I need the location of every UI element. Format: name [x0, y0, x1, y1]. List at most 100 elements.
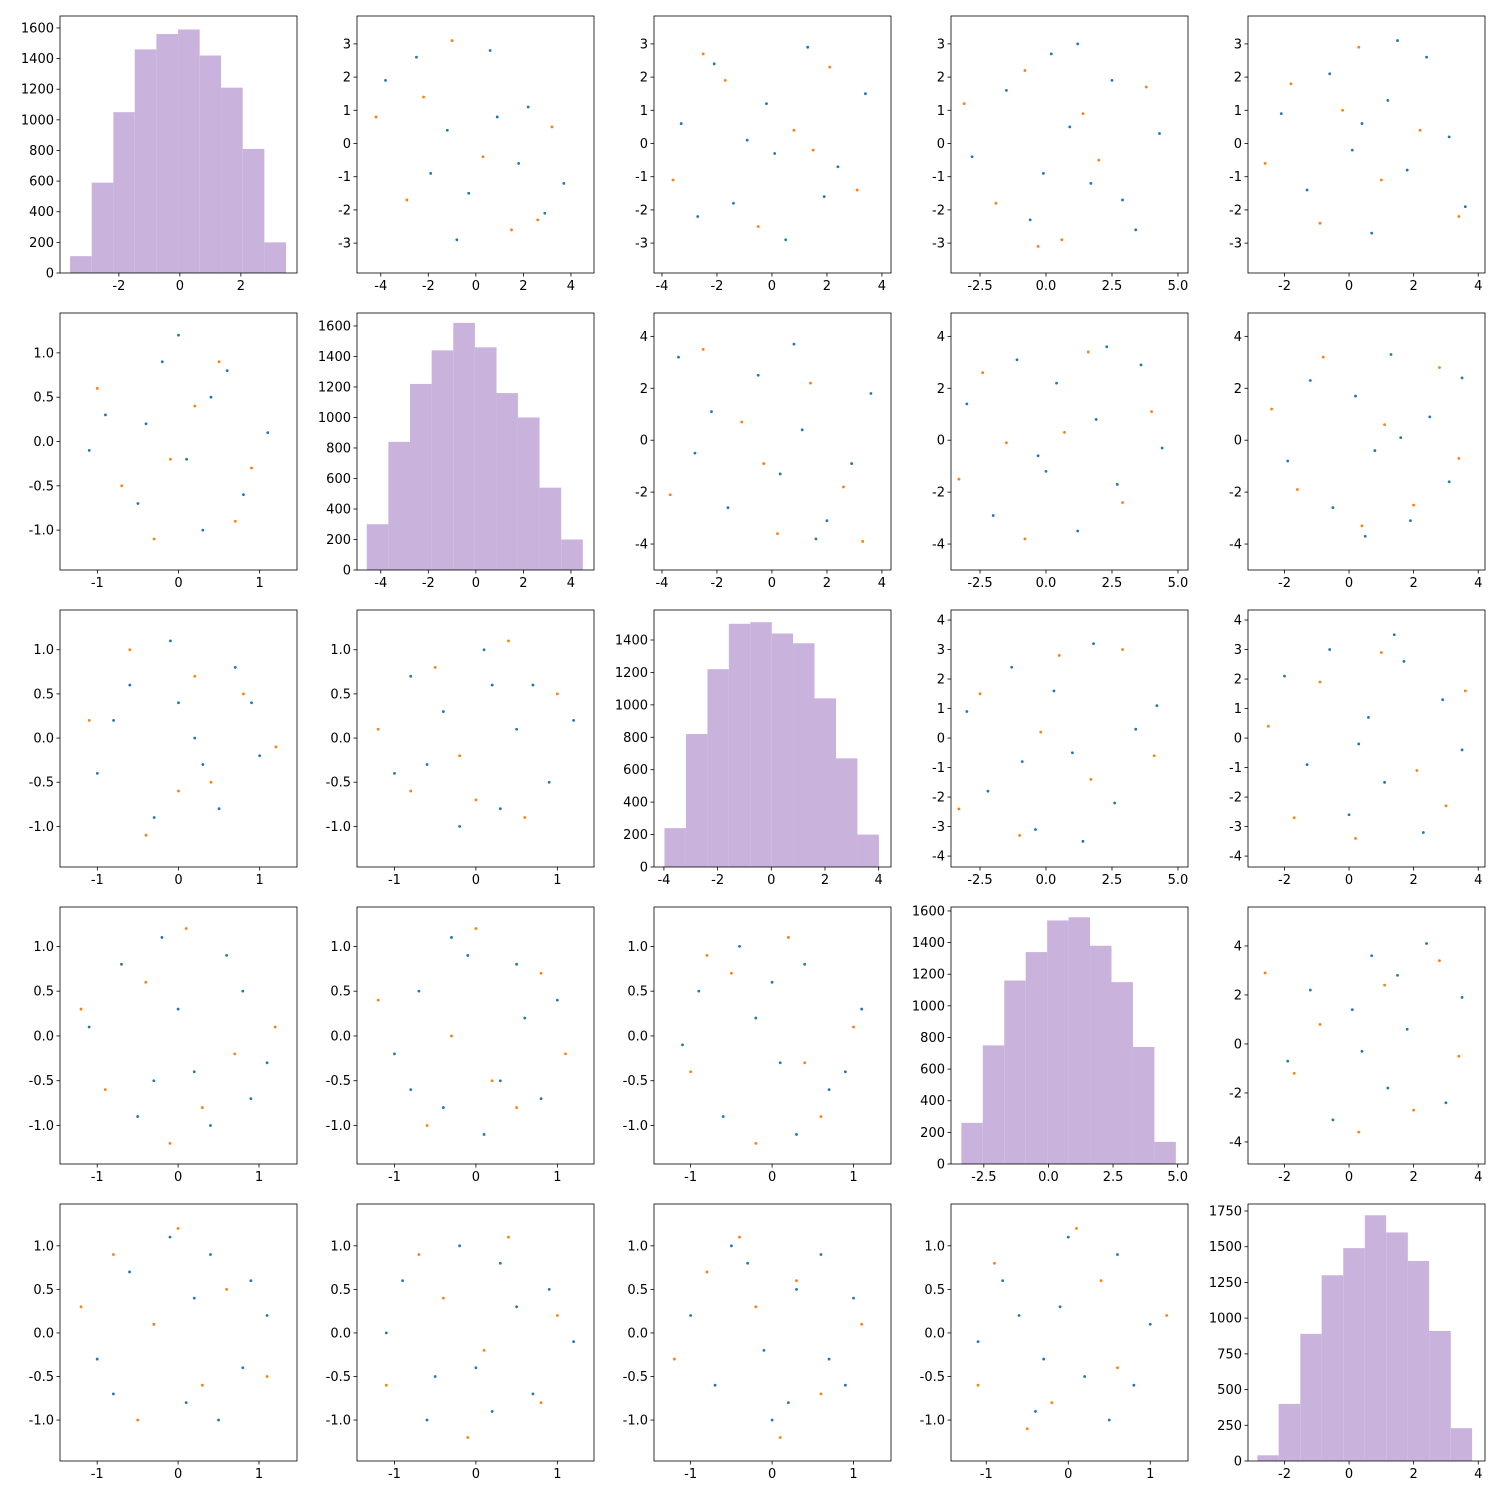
- histogram-bar: [156, 34, 179, 273]
- scatter-point: [827, 1357, 831, 1361]
- axes-frame: [59, 609, 298, 868]
- x-tick-label: 2: [1410, 873, 1418, 888]
- x-tick-label: 2: [1410, 1170, 1418, 1185]
- scatter-point: [1017, 1314, 1021, 1317]
- scatter-point: [425, 1418, 429, 1422]
- scatter-point: [1425, 942, 1428, 945]
- scatter-point: [1305, 188, 1309, 192]
- scatter-point: [209, 1253, 212, 1256]
- scatter-point: [1318, 680, 1322, 684]
- scatter-point: [1402, 659, 1406, 663]
- scatter-point: [842, 485, 845, 489]
- scatter-point: [1165, 1314, 1169, 1317]
- scatter-point: [713, 1383, 717, 1387]
- x-tick-label: -1: [91, 1467, 104, 1482]
- scatter-point: [1357, 742, 1361, 746]
- scatter-point: [1042, 1357, 1046, 1361]
- x-tick-label: 2: [823, 279, 831, 294]
- y-tick-label: 0: [937, 434, 945, 449]
- scatter-point: [746, 1261, 750, 1265]
- y-tick-label: 1750: [1209, 1205, 1242, 1220]
- scatter-point: [1463, 205, 1467, 208]
- scatter-point: [1415, 769, 1419, 772]
- y-tick-label: 1200: [318, 380, 351, 395]
- x-tick-label: -2: [422, 279, 435, 294]
- y-tick-label: 0.0: [330, 1029, 351, 1044]
- scatter-point: [795, 1287, 798, 1291]
- scatter-point: [531, 683, 535, 687]
- y-tick-label: -4: [1229, 538, 1242, 553]
- scatter-point: [689, 1070, 693, 1074]
- scatter-point: [1389, 353, 1393, 356]
- scatter-point: [1370, 231, 1374, 235]
- scatter-point: [819, 1253, 823, 1256]
- x-tick-label: 2: [1410, 1467, 1418, 1482]
- scatter-point: [1289, 82, 1293, 86]
- y-tick-label: 1: [1234, 702, 1242, 717]
- plot-area: [366, 322, 583, 570]
- scatter-point: [723, 79, 727, 82]
- scatter-point: [498, 807, 502, 811]
- axes-frame: [356, 15, 595, 274]
- x-tick-label: -2: [710, 576, 723, 591]
- scatter-point: [1292, 1071, 1296, 1075]
- scatter-point: [756, 225, 760, 228]
- x-tick-label: -2.5: [967, 279, 992, 294]
- y-tick-label: 2: [640, 382, 648, 397]
- y-tick-label: 2: [640, 71, 648, 86]
- y-tick-label: 2: [1234, 382, 1242, 397]
- scatter-point: [507, 639, 510, 643]
- x-tick-label: 2.5: [1102, 873, 1123, 888]
- y-tick-label: 1.0: [330, 1239, 351, 1254]
- scatter-point: [111, 1253, 115, 1256]
- scatter-point: [721, 1115, 725, 1118]
- y-tick-label: -4: [932, 850, 945, 865]
- histogram-bar: [664, 828, 686, 867]
- x-tick-label: 0: [1345, 1467, 1353, 1482]
- x-tick-label: 2: [1410, 279, 1418, 294]
- x-tick-label: 2: [519, 279, 527, 294]
- x-tick-label: 4: [567, 576, 575, 591]
- y-tick-label: 4: [640, 330, 648, 345]
- scatter-point: [185, 457, 189, 461]
- y-tick-label: 1.0: [33, 346, 54, 361]
- scatter-point: [193, 404, 197, 408]
- scatter-point: [792, 342, 796, 346]
- scatter-point: [450, 39, 454, 42]
- scatter-point: [1447, 480, 1451, 484]
- axes-frame: [59, 1203, 298, 1462]
- scatter-point: [778, 472, 782, 476]
- plot-area: [87, 333, 270, 541]
- histogram-bar: [474, 347, 497, 570]
- scatter-point: [1023, 69, 1027, 72]
- axes-frame: [950, 609, 1189, 868]
- histogram-bar: [1047, 920, 1069, 1164]
- scatter-point: [1015, 358, 1019, 362]
- scatter-point: [1386, 1086, 1390, 1090]
- scatter-point: [1036, 245, 1040, 248]
- panel: -1 0 1 -1.0 -0.5 0.0 0.5 1.0: [623, 1203, 892, 1482]
- x-tick-label: -1: [91, 873, 104, 888]
- scatter-point: [515, 1106, 519, 1109]
- scatter-point: [710, 410, 713, 414]
- scatter-point: [547, 1287, 551, 1291]
- histogram-bar: [1364, 1215, 1387, 1461]
- y-tick-label: -1.0: [29, 524, 54, 539]
- scatter-point: [1020, 760, 1024, 764]
- x-tick-label: -2.5: [967, 873, 992, 888]
- y-tick-label: -1: [1229, 761, 1242, 776]
- y-tick-label: 1600: [912, 904, 945, 919]
- y-tick-label: 0.5: [627, 1283, 648, 1298]
- scatter-point: [1005, 88, 1008, 92]
- scatter-point: [1068, 125, 1072, 129]
- y-tick-label: 0.0: [330, 1326, 351, 1341]
- scatter-point: [1428, 415, 1432, 419]
- x-tick-label: 0: [768, 576, 776, 591]
- y-tick-label: 2: [937, 673, 945, 688]
- scatter-point: [729, 971, 733, 975]
- scatter-point: [1360, 1049, 1364, 1053]
- y-tick-label: -1: [932, 761, 945, 776]
- y-tick-label: 0: [640, 137, 648, 152]
- scatter-point: [1373, 449, 1377, 452]
- y-tick-label: -1.0: [623, 1414, 648, 1429]
